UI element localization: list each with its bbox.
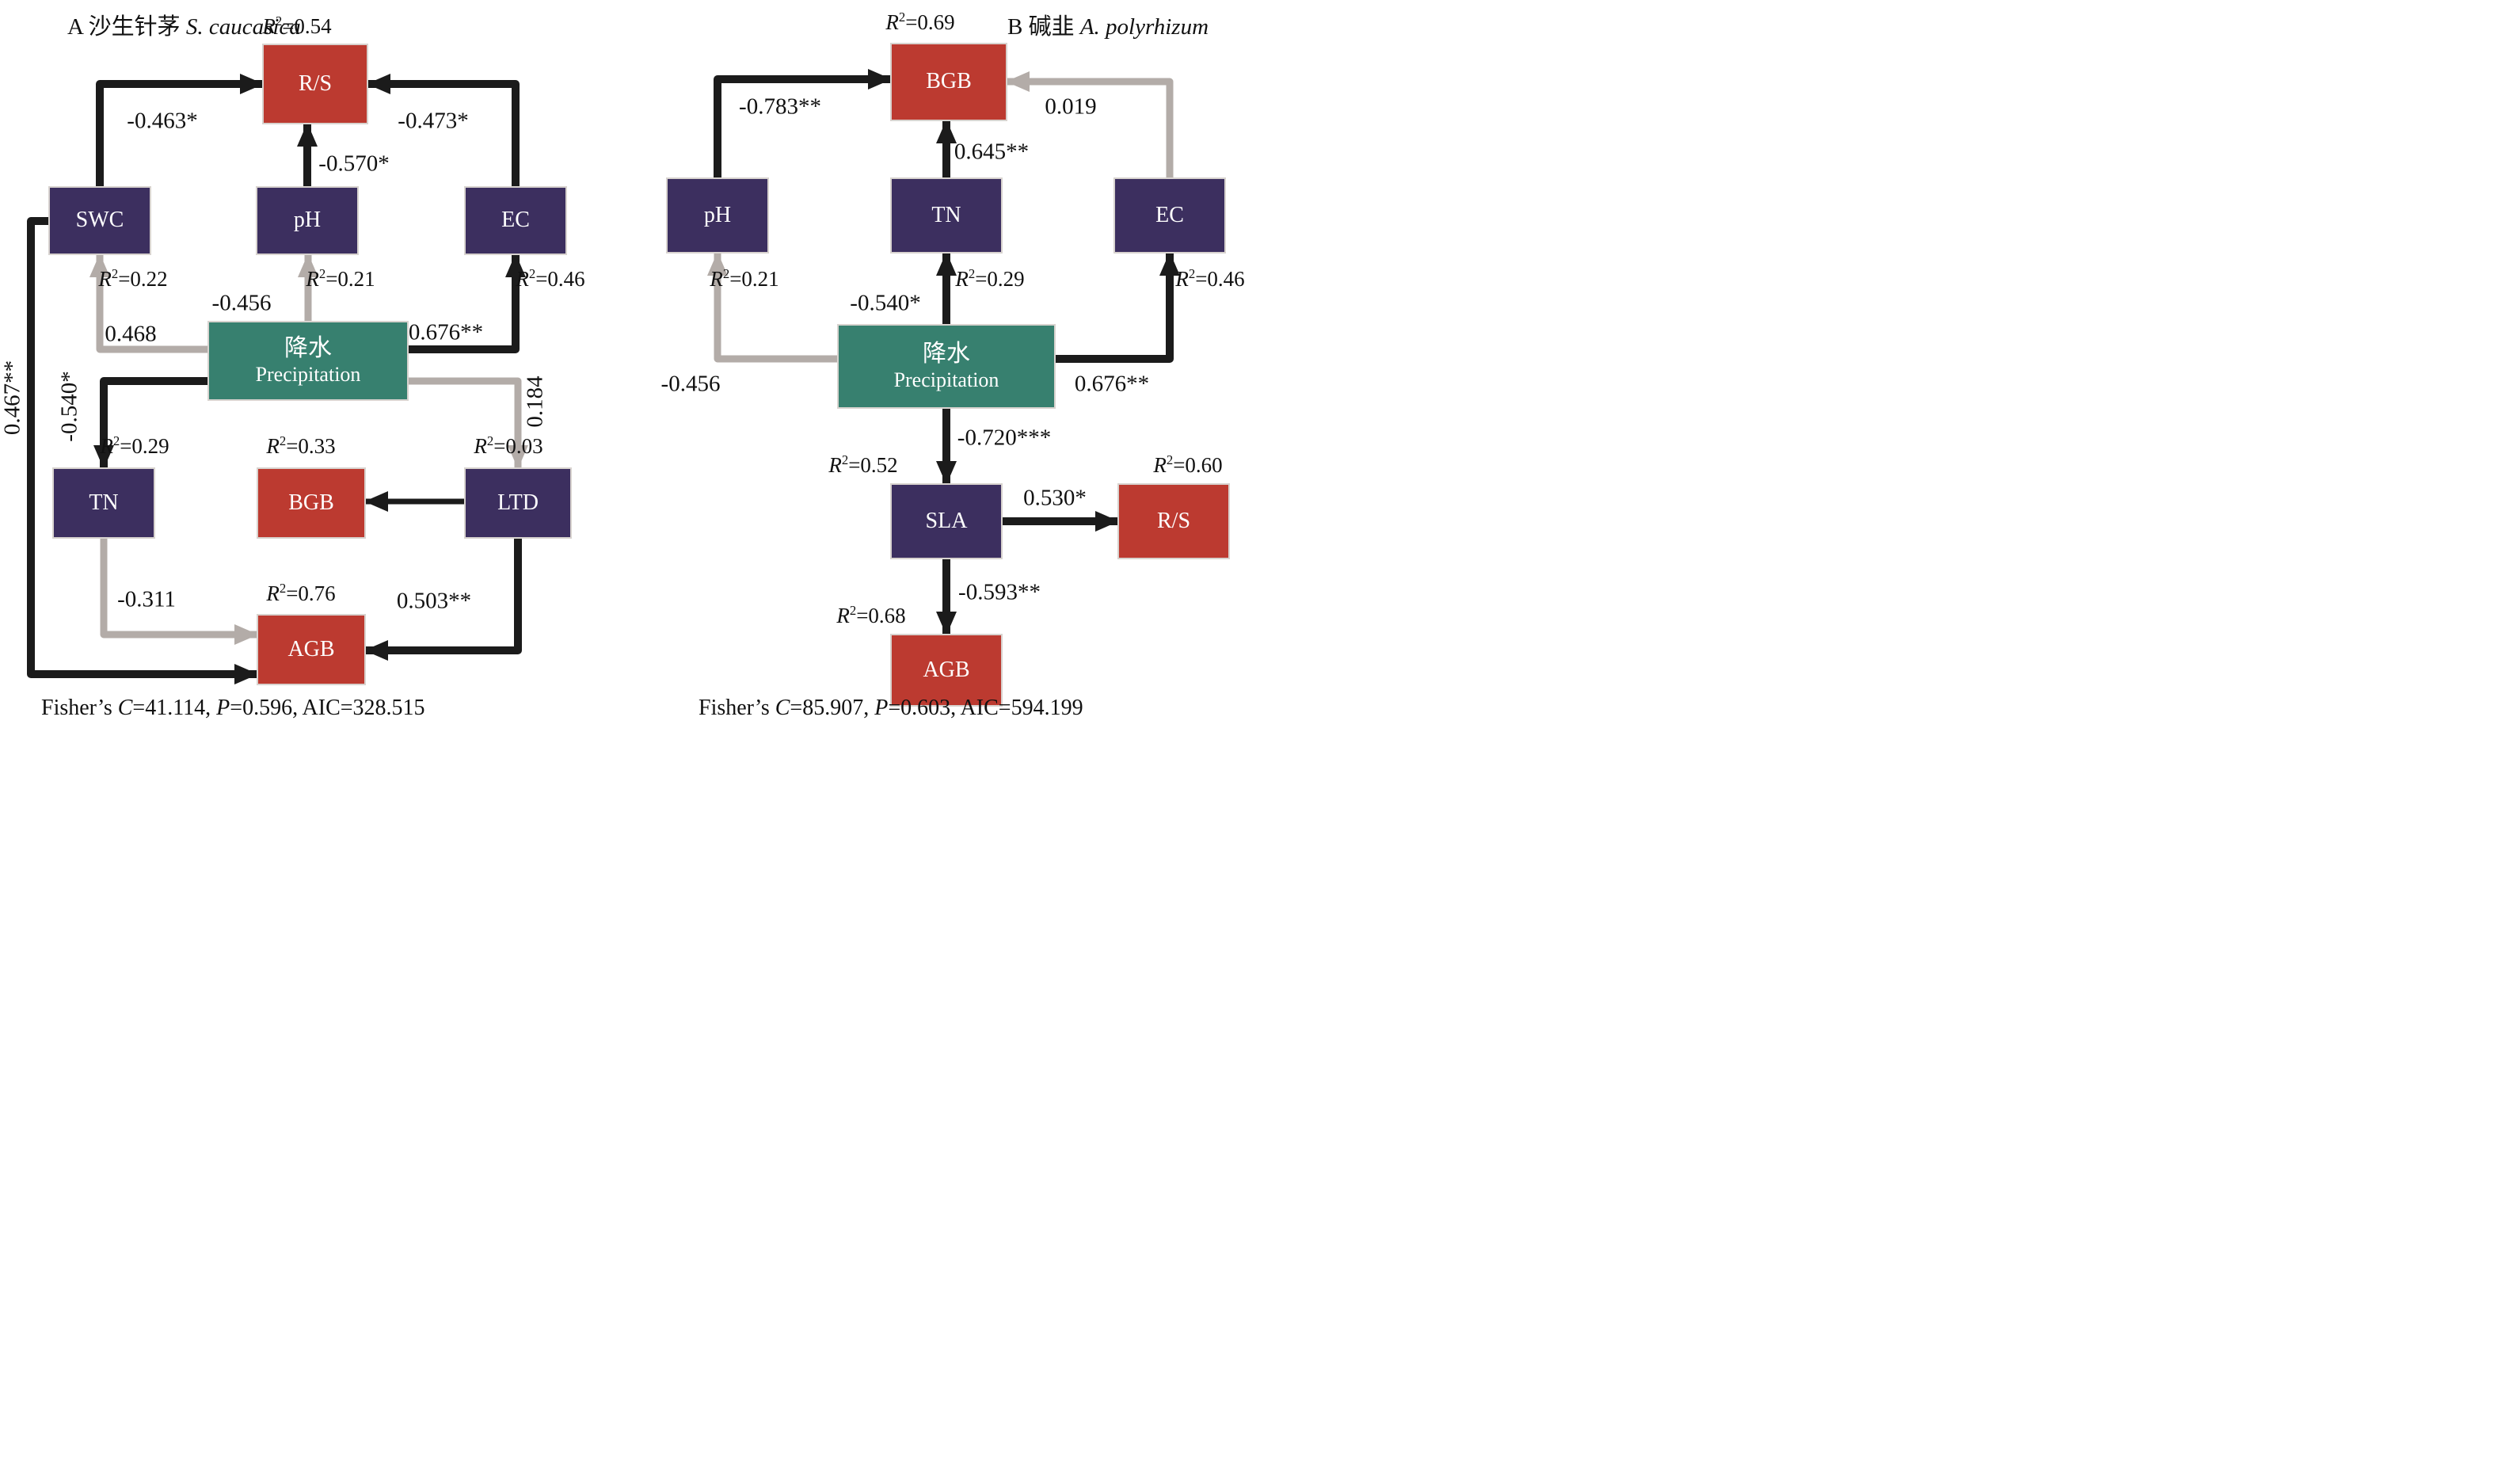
edge-label-a-tn-agb: -0.311: [117, 586, 176, 612]
panel-b-title: B 碱韭 A. polyrhizum: [1007, 14, 1209, 40]
edge-label-a-ltd-agb: 0.503**: [396, 588, 472, 614]
node-a-tn: TN: [54, 469, 154, 537]
node-b-tn: TN: [892, 179, 1001, 252]
node-a-ec: EC: [466, 188, 565, 254]
edge-label-a-pre-ltd: 0.184: [522, 376, 548, 428]
edge-a-swc-agb-arrow: [27, 217, 258, 684]
edge-label-a-swc-rs: -0.463*: [127, 108, 198, 134]
r2-a-swc: R2=0.22: [98, 266, 168, 291]
node-b-ec: EC: [1115, 179, 1224, 252]
node-b-rs: R/S: [1119, 485, 1228, 558]
edge-label-b-pre-tn: -0.540*: [850, 290, 921, 316]
panel-a-title: A 沙生针茅 S. caucasica: [67, 14, 301, 40]
node-b-sla-label: SLA: [925, 508, 968, 533]
edge-a-ltd-agb-arrow: [364, 537, 522, 661]
edge-label-a-ec-rs: -0.473*: [398, 108, 469, 134]
edge-b-pre-ph-arrow: [707, 252, 839, 363]
node-a-rs: R/S: [264, 45, 367, 123]
node-a-swc-label: SWC: [75, 208, 124, 233]
r2-b-sla: R2=0.52: [828, 452, 898, 477]
node-b-ec-label: EC: [1155, 202, 1184, 227]
edge-b-ph-bgb-arrow: [714, 69, 892, 179]
node-b-rs-label: R/S: [1156, 508, 1191, 533]
node-b-precipitation-en: Precipitation: [893, 368, 999, 391]
edge-label-b-ph-bgb: -0.783**: [739, 93, 821, 120]
node-a-agb: AGB: [258, 616, 364, 684]
edge-a-tn-agb-arrow: [100, 537, 258, 645]
edge-label-b-pre-ec: 0.676**: [1074, 371, 1150, 397]
node-a-bgb: BGB: [258, 469, 364, 537]
edge-label-b-pre-ph: -0.456: [660, 371, 721, 397]
fisher-stats-b: Fisher’s C=85.907, P=0.603, AIC=594.199: [699, 696, 1083, 720]
edge-label-b-ec-bgb: 0.019: [1045, 93, 1097, 120]
node-a-swc: SWC: [50, 188, 150, 254]
node-b-precipitation-zh: 降水: [923, 341, 970, 368]
edge-label-a-pre-tn: -0.540*: [56, 371, 82, 442]
r2-b-bgb: R2=0.69: [885, 10, 955, 34]
node-a-precipitation-en: Precipitation: [255, 362, 361, 386]
edge-label-b-pre-sla: -0.720***: [957, 425, 1052, 451]
r2-a-bgb: R2=0.33: [266, 433, 336, 458]
r2-a-ph: R2=0.21: [306, 266, 375, 291]
r2-a-ec: R2=0.46: [516, 266, 585, 291]
node-a-ph-label: pH: [293, 208, 322, 233]
node-b-agb-label: AGB: [923, 657, 970, 682]
node-a-ph: pH: [257, 188, 357, 254]
node-a-rs-label: R/S: [298, 71, 333, 96]
edge-a-pre-tn-arrow: [93, 377, 209, 469]
node-a-ltd: LTD: [466, 469, 570, 537]
node-a-agb-label: AGB: [287, 636, 335, 661]
r2-b-ph: R2=0.21: [710, 266, 779, 291]
node-b-bgb-label: BGB: [926, 69, 972, 94]
edge-b-pre-ec-arrow: [1054, 252, 1180, 363]
edge-label-a-swc-agb: 0.467**: [0, 360, 25, 436]
r2-a-agb: R2=0.76: [266, 581, 336, 605]
node-b-sla: SLA: [892, 485, 1001, 558]
node-b-tn-label: TN: [931, 202, 961, 227]
node-b-precipitation: 降水 Precipitation: [839, 326, 1054, 407]
node-a-ec-label: EC: [501, 208, 530, 233]
node-b-agb: AGB: [892, 635, 1001, 705]
r2-b-rs: R2=0.60: [1153, 452, 1223, 477]
edge-label-b-sla-rs: 0.530*: [1023, 485, 1087, 511]
edge-a-pre-ec-arrow: [407, 254, 526, 353]
r2-a-ltd: R2=0.03: [474, 433, 543, 458]
node-b-ph-label: pH: [703, 202, 732, 227]
node-a-precipitation: 降水 Precipitation: [209, 322, 407, 399]
edge-a-pre-ltd-arrow: [407, 377, 528, 469]
r2-b-ec: R2=0.46: [1175, 266, 1245, 291]
node-a-bgb-label: BGB: [288, 490, 334, 515]
node-b-ph: pH: [668, 179, 767, 252]
node-a-tn-label: TN: [89, 490, 119, 515]
edge-label-a-pre-ph: -0.456: [211, 290, 272, 316]
r2-b-tn: R2=0.29: [955, 266, 1025, 291]
r2-a-tn: R2=0.29: [100, 433, 169, 458]
arrows-layer: [27, 69, 1180, 684]
edge-label-a-pre-ec: 0.676**: [408, 319, 484, 345]
node-a-precipitation-zh: 降水: [284, 335, 332, 362]
edge-label-a-pre-swc: 0.468: [105, 321, 157, 347]
sem-diagram: A 沙生针茅 S. caucasica B 碱韭 A. polyrhizum R…: [0, 0, 1260, 732]
r2-a-rs: R2=0.54: [262, 13, 332, 38]
edge-a-ec-rs-arrow: [367, 74, 520, 188]
fisher-stats-a: Fisher’s C=41.114, P=0.596, AIC=328.515: [41, 696, 425, 720]
edge-a-pre-swc-arrow: [89, 254, 209, 353]
r2-b-agb: R2=0.68: [836, 603, 906, 627]
edge-label-b-tn-bgb: 0.645**: [954, 139, 1030, 165]
edge-label-b-sla-agb: -0.593**: [958, 579, 1041, 605]
node-b-bgb: BGB: [892, 44, 1006, 120]
edge-a-swc-rs-arrow: [96, 74, 264, 188]
edge-label-a-ph-rs: -0.570*: [318, 151, 390, 177]
node-a-ltd-label: LTD: [497, 490, 539, 515]
edge-b-ec-bgb-arrow: [1006, 71, 1174, 179]
